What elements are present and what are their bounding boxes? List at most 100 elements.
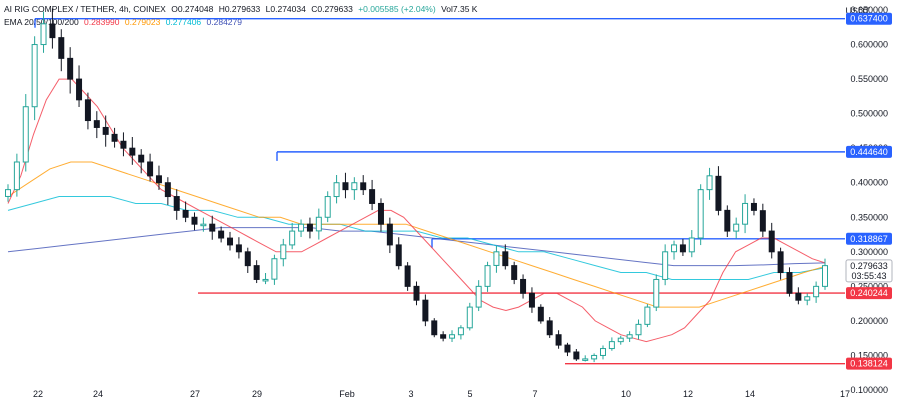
y-tick-label: 0.650000: [850, 5, 888, 15]
ema-legend-label: EMA 20/50/100/200: [4, 17, 79, 27]
candle-body: [191, 216, 198, 225]
candle-body: [768, 230, 775, 253]
candle-body: [289, 230, 296, 246]
candle-body: [324, 196, 331, 218]
candle-body: [795, 292, 802, 301]
candle-body: [573, 351, 580, 360]
level-price-tag: [846, 145, 892, 158]
candle-body: [235, 244, 242, 253]
open-value: O0.274048: [171, 4, 214, 14]
candle-body: [342, 182, 349, 191]
change-value: +0.005585 (+2.04%): [358, 4, 436, 14]
y-tick-label: 0.500000: [850, 109, 888, 119]
y-tick-label: 0.200000: [850, 316, 888, 326]
candle-body: [40, 23, 47, 46]
candle-body: [777, 251, 784, 274]
candle-body: [449, 334, 456, 339]
candle-body: [493, 251, 500, 266]
candle-body: [733, 223, 740, 232]
candle-body: [413, 285, 420, 301]
candle-body: [351, 182, 358, 191]
candle-body: [608, 341, 615, 350]
last-price-text: 0.279633: [850, 261, 888, 271]
level-lines: [34, 18, 845, 365]
candle-body: [262, 278, 269, 282]
x-tick-label: 5: [467, 389, 472, 399]
candle-body: [298, 223, 305, 232]
chart-header-line-1: AI RIG COMPLEX / TETHER, 4h, COINEX O0.2…: [4, 4, 480, 14]
level-price-tag: [846, 357, 892, 370]
x-tick-label: Feb: [339, 389, 355, 399]
x-tick-label: 3: [408, 389, 413, 399]
candle-body: [742, 202, 749, 225]
candle-body: [13, 161, 20, 191]
y-tick-label: 0.100000: [850, 385, 888, 395]
candle-body: [31, 44, 38, 108]
candle-body: [520, 278, 527, 294]
high-value: H0.279633: [218, 4, 261, 14]
candle-body: [671, 244, 678, 253]
candle-body: [120, 140, 127, 149]
candle-body: [653, 278, 660, 308]
price-unit-label: USDT: [845, 6, 871, 16]
candle-body: [218, 230, 225, 239]
candle-body: [440, 334, 447, 339]
candle-body: [93, 120, 100, 128]
candle-body: [227, 237, 234, 246]
level-price-text: 0.637400: [850, 14, 888, 24]
candle-body: [138, 154, 145, 163]
candle-body: [484, 265, 491, 287]
x-tick-label: 7: [532, 389, 537, 399]
candle-body: [129, 147, 136, 156]
candle-body: [555, 334, 562, 346]
candle-body: [253, 265, 260, 280]
candle-body: [617, 337, 624, 343]
candle-body: [724, 209, 731, 232]
candle-body: [58, 37, 65, 59]
close-value: C0.279633: [311, 4, 353, 14]
pair-title: AI RIG COMPLEX / TETHER, 4h, COINEX: [4, 4, 166, 14]
candle-body: [466, 306, 473, 329]
candle-body: [182, 209, 189, 218]
level-price-tag: [846, 287, 892, 300]
y-tick-label: 0.350000: [850, 212, 888, 222]
candle-body: [626, 334, 633, 339]
level-price-text: 0.318867: [850, 234, 888, 244]
candle-body: [315, 216, 322, 232]
level-price-tag: [846, 232, 892, 245]
candle-body: [422, 299, 429, 322]
level-price-text: 0.444640: [850, 147, 888, 157]
candle-body: [706, 175, 713, 191]
candle-body: [84, 99, 91, 122]
candle-body: [404, 265, 411, 287]
ema50-value: 0.279023: [124, 17, 161, 27]
price-axis: 0.100000 0.150000 0.200000 0.250000 0.300000…: [850, 5, 888, 395]
x-tick-label: 29: [252, 389, 262, 399]
candle-body: [502, 251, 509, 267]
candle-body: [662, 251, 669, 280]
ema20-line: [7, 78, 826, 343]
candle-body: [822, 265, 828, 287]
candle-body: [377, 202, 384, 225]
ema200-line: [7, 227, 826, 267]
candle-body: [582, 358, 589, 361]
candle-body: [804, 296, 811, 301]
candle-body: [537, 306, 544, 322]
x-tick-label: 12: [683, 389, 693, 399]
candle-body: [395, 244, 402, 267]
x-tick-label: 27: [190, 389, 200, 399]
x-tick-label: 24: [93, 389, 103, 399]
ema20-value: 0.283990: [84, 17, 120, 27]
candle-body: [475, 285, 482, 308]
candle-body: [333, 182, 340, 198]
low-value: L0.274034: [265, 4, 306, 14]
y-tick-label: 0.550000: [850, 74, 888, 84]
candle-body: [813, 285, 820, 298]
candle-body: [697, 189, 704, 239]
candle-body: [644, 306, 651, 325]
candle-body: [76, 78, 83, 101]
price-labels: 0.637400 0.444640 0.318867 0.240244 0.138124…: [845, 12, 893, 370]
candle-body: [280, 244, 287, 260]
ema-lines: [7, 78, 826, 343]
